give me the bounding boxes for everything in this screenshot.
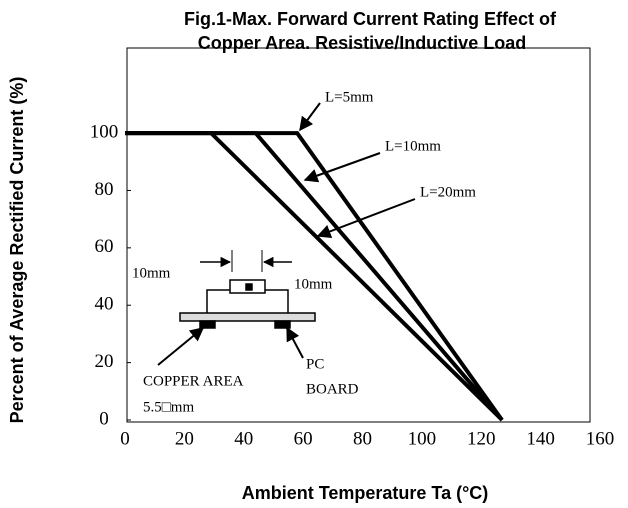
x-tick-label: 120	[467, 428, 496, 449]
annotation: 5.5□mm	[143, 399, 194, 415]
x-tick-label: 160	[586, 428, 615, 449]
y-tick-label: 0	[99, 408, 109, 429]
y-axis-label: Percent of Average Rectified Current (%)	[7, 77, 27, 424]
annotation: 10mm	[294, 276, 333, 292]
y-tick-label: 100	[90, 121, 119, 142]
x-tick-label: 60	[294, 428, 313, 449]
y-tick-label: 40	[95, 294, 114, 315]
legend-bg	[416, 183, 502, 203]
legend-label: L=20mm	[420, 184, 476, 200]
annotation: COPPER AREA	[143, 373, 244, 389]
legend-bg	[321, 88, 407, 108]
plot-frame	[126, 47, 591, 423]
x-tick-label: 80	[353, 428, 372, 449]
y-tick-label: 60	[95, 236, 114, 257]
board-diagram	[157, 250, 316, 366]
annotation: PC	[306, 356, 324, 372]
x-tick-label: 40	[234, 428, 253, 449]
annotation: 10mm	[132, 265, 171, 281]
x-axis-label: Ambient Temperature Ta (°C)	[242, 483, 489, 503]
legend-arrow	[303, 152, 381, 183]
legend-arrow	[316, 198, 416, 239]
x-tick-label: 100	[408, 428, 437, 449]
x-tick-label: 0	[120, 428, 130, 449]
x-tick-label: 140	[526, 428, 555, 449]
legend-label: L=5mm	[325, 89, 374, 105]
annotation: BOARD	[306, 381, 359, 397]
y-tick-label: 80	[95, 179, 114, 200]
series-line	[125, 131, 504, 422]
legend-arrow	[299, 102, 321, 132]
chart-title: Fig.1-Max. Forward Current Rating Effect…	[184, 9, 557, 29]
y-tick-label: 20	[95, 351, 114, 372]
x-tick-label: 20	[175, 428, 194, 449]
legend-bg	[381, 137, 467, 157]
chart-title: Copper Area. Resistive/Inductive Load	[198, 33, 526, 53]
legend-label: L=10mm	[385, 138, 441, 154]
